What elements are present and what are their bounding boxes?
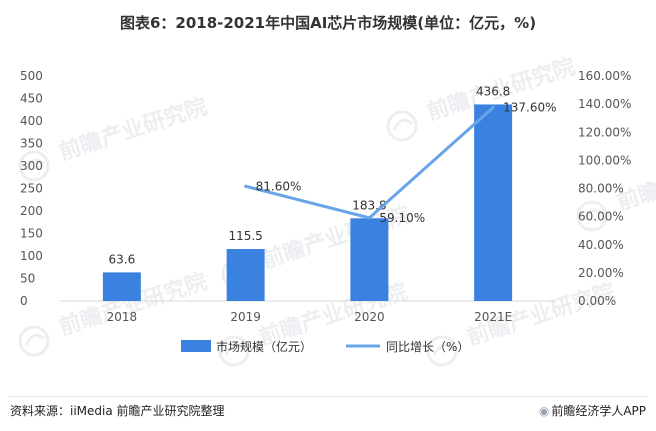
left-tick-label: 300 bbox=[20, 159, 43, 173]
growth-point bbox=[491, 106, 495, 109]
right-tick-label: 160.00% bbox=[578, 69, 631, 83]
left-tick-label: 100 bbox=[20, 249, 43, 263]
growth-point bbox=[244, 184, 248, 188]
footer-brand: ◉ 前瞻经济学人APP bbox=[539, 402, 646, 419]
right-tick-label: 20.00% bbox=[578, 266, 624, 280]
bar bbox=[226, 249, 265, 301]
right-tick-label: 100.00% bbox=[578, 153, 631, 167]
left-tick-label: 150 bbox=[20, 227, 43, 241]
left-tick-label: 250 bbox=[20, 182, 43, 196]
watermark-text: 前瞻产业研究院 bbox=[56, 93, 211, 165]
bar-value-label: 436.8 bbox=[476, 84, 510, 98]
left-tick-label: 50 bbox=[20, 272, 35, 286]
x-axis: 2018 2019 2020 2021E bbox=[60, 300, 555, 324]
footer-divider bbox=[8, 396, 648, 397]
growth-value-label: 137.60% bbox=[503, 101, 556, 115]
footer-brand-text: 前瞻经济学人APP bbox=[551, 404, 646, 418]
x-tick-label: 2021E bbox=[474, 310, 512, 324]
swirl-logo-icon: ◉ bbox=[538, 404, 550, 418]
bar-value-label: 115.5 bbox=[228, 229, 262, 243]
bar bbox=[102, 272, 141, 301]
left-tick-label: 500 bbox=[20, 69, 43, 83]
line-series bbox=[244, 106, 495, 220]
left-axis: 0 50 100 150 200 250 300 350 400 450 500 bbox=[20, 69, 43, 308]
right-tick-label: 80.00% bbox=[578, 182, 624, 196]
bar-series bbox=[102, 104, 513, 301]
left-tick-label: 200 bbox=[20, 204, 43, 218]
legend: 市场规模（亿元） 同比增长（%） bbox=[181, 339, 469, 354]
footer-source: 资料来源：iiMedia 前瞻产业研究院整理 bbox=[10, 404, 225, 418]
left-tick-label: 400 bbox=[20, 114, 43, 128]
bar bbox=[474, 104, 513, 301]
legend-bar-label: 市场规模（亿元） bbox=[216, 339, 312, 354]
growth-value-label: 81.60% bbox=[256, 179, 302, 193]
left-tick-label: 0 bbox=[20, 294, 28, 308]
right-tick-label: 40.00% bbox=[578, 238, 624, 252]
x-tick-label: 2020 bbox=[354, 310, 385, 324]
growth-point bbox=[367, 216, 371, 220]
line-labels: 81.60% 59.10% 137.60% bbox=[256, 101, 557, 225]
right-tick-label: 60.00% bbox=[578, 210, 624, 224]
growth-value-label: 59.10% bbox=[379, 211, 425, 225]
watermark-logo-icon bbox=[18, 325, 50, 357]
bar-value-label: 63.6 bbox=[109, 252, 136, 266]
watermark-logo-icon bbox=[386, 110, 418, 142]
chart-title: 图表6：2018-2021年中国AI芯片市场规模(单位：亿元，%) bbox=[119, 14, 537, 32]
bar bbox=[350, 218, 389, 301]
x-tick-label: 2018 bbox=[107, 310, 138, 324]
legend-bar-swatch bbox=[181, 340, 211, 352]
right-tick-label: 140.00% bbox=[578, 97, 631, 111]
x-tick-label: 2019 bbox=[230, 310, 261, 324]
right-axis: 0.00% 20.00% 40.00% 60.00% 80.00% 100.00% 120.… bbox=[578, 69, 631, 308]
left-tick-label: 350 bbox=[20, 137, 43, 151]
left-tick-label: 450 bbox=[20, 92, 43, 106]
right-tick-label: 120.00% bbox=[578, 125, 631, 139]
legend-line-label: 同比增长（%） bbox=[386, 340, 469, 354]
right-tick-label: 0.00% bbox=[578, 294, 616, 308]
